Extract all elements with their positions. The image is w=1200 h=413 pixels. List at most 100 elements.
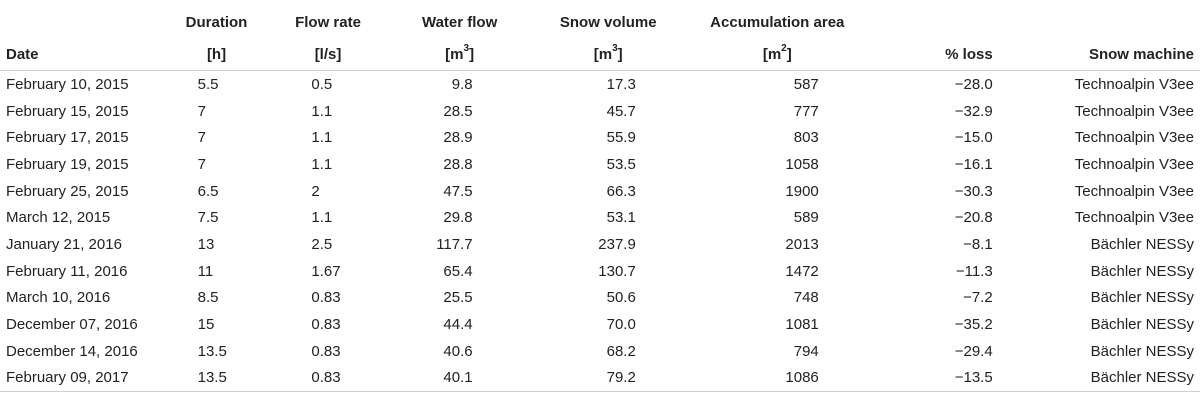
cell-loss: −13.5 — [866, 364, 1025, 393]
unit-base: [m — [445, 46, 464, 63]
cell-date: February 11, 2016 — [6, 262, 128, 280]
header-loss-spacer — [867, 10, 1025, 36]
table-row: February 25, 2015 6.5 2 47.5 66.3 1900 −30.3 Te… — [0, 178, 1200, 205]
cell-duration: 6.5 — [197, 182, 219, 200]
cell-accumulation-area: 587 — [793, 75, 819, 93]
cell-accumulation-area: 748 — [793, 289, 819, 307]
snow-production-table: Duration Flow rate Water flow Snow volum… — [0, 10, 1200, 393]
cell-loss: −8.1 — [963, 235, 993, 253]
cell-accumulation-area: 777 — [793, 102, 819, 120]
cell-snow-machine: Bächler NESSy — [1024, 364, 1200, 393]
header-snow-volume: Snow volume — [559, 14, 657, 31]
cell-flow-rate: 0.83 — [311, 342, 341, 360]
cell-duration: 11 — [197, 262, 214, 280]
cell-duration: 13.5 — [167, 364, 266, 393]
cell-snow-volume: 50.6 — [606, 289, 636, 307]
table-row: March 12, 2015 7.5 1.1 29.8 53.1 589 −20.8 Tech… — [0, 204, 1200, 231]
table-row: February 09, 2017 13.5 0.83 40.1 79.2 1086 −13… — [0, 364, 1200, 393]
table-row: March 10, 2016 8.5 0.83 25.5 50.6 748 −7.2 Bäch… — [0, 285, 1200, 312]
cell-flow-rate: 1.1 — [311, 129, 333, 147]
header-date: Date — [0, 36, 168, 71]
cell-snow-volume: 130.7 — [598, 262, 636, 280]
table-row: February 15, 2015 7 1.1 28.5 45.7 777 −32.9 Tec… — [0, 98, 1200, 125]
cell-loss: −15.0 — [954, 129, 993, 147]
cell-snow-volume: 53.1 — [606, 209, 636, 227]
unit-exponent: 3 — [463, 43, 470, 54]
unit-base: [m — [762, 46, 782, 63]
cell-water-flow: 28.9 — [443, 129, 473, 147]
cell-snow-machine: Bächler NESSy — [1090, 342, 1194, 360]
header-water-flow-unit: [m3] — [390, 36, 529, 71]
cell-accumulation-area: 589 — [793, 209, 819, 227]
cell-duration: 7 — [197, 102, 206, 120]
cell-snow-machine: Bächler NESSy — [1090, 316, 1194, 334]
header-accumulation-area-unit: [m2] — [687, 36, 867, 71]
header-loss: % loss — [866, 36, 1025, 71]
cell-flow-rate: 0.83 — [265, 364, 391, 393]
cell-loss: −35.2 — [954, 316, 993, 334]
cell-date: March 10, 2016 — [6, 289, 111, 307]
cell-snow-machine: Bächler NESSy — [1090, 235, 1194, 253]
cell-water-flow: 47.5 — [443, 182, 473, 200]
cell-snow-volume: 53.5 — [606, 155, 636, 173]
cell-duration: 13.5 — [197, 342, 227, 360]
unit-close: ] — [469, 46, 475, 63]
unit-exponent: 3 — [612, 43, 618, 54]
cell-flow-rate: 0.5 — [311, 75, 333, 93]
header-duration-unit: [h] — [167, 36, 266, 71]
cell-flow-rate: 1.67 — [311, 262, 341, 280]
cell-loss: −7.2 — [963, 289, 993, 307]
header-accumulation-area: Accumulation area — [710, 14, 845, 31]
cell-snow-machine: Bächler NESSy — [1090, 262, 1194, 280]
cell-flow-rate: 0.83 — [311, 316, 341, 334]
cell-accumulation-area: 1081 — [785, 316, 819, 334]
cell-snow-machine: Technoalpin V3ee — [1074, 209, 1194, 227]
table-row: February 19, 2015 7 1.1 28.8 53.5 1058 −16.1 Te… — [0, 151, 1200, 178]
cell-snow-volume: 237.9 — [598, 235, 636, 253]
cell-date: February 25, 2015 — [6, 182, 129, 200]
table-body: February 10, 2015 5.5 0.5 9.8 17.3 587 −28.0 Te… — [0, 71, 1200, 393]
table-row: December 14, 2016 13.5 0.83 40.6 68.2 794 −29.… — [0, 338, 1200, 365]
cell-accumulation-area: 794 — [793, 342, 819, 360]
cell-snow-volume: 70.0 — [606, 316, 636, 334]
cell-water-flow: 44.4 — [443, 316, 473, 334]
header-date-spacer — [0, 10, 168, 36]
cell-snow-machine: Technoalpin V3ee — [1074, 182, 1194, 200]
unit-exponent: 2 — [781, 43, 787, 54]
cell-loss: −16.1 — [954, 155, 993, 173]
header-duration: Duration — [185, 14, 248, 31]
cell-loss: −32.9 — [954, 102, 993, 120]
cell-snow-volume: 79.2 — [528, 364, 688, 393]
cell-duration: 13 — [197, 235, 215, 253]
cell-accumulation-area: 1086 — [687, 364, 867, 393]
cell-flow-rate: 2.5 — [311, 235, 333, 253]
cell-accumulation-area: 2013 — [785, 235, 819, 253]
cell-flow-rate: 1.1 — [311, 209, 333, 227]
header-water-flow: Water flow — [421, 14, 498, 31]
cell-snow-machine: Bächler NESSy — [1090, 289, 1194, 307]
cell-accumulation-area: 1058 — [785, 155, 819, 173]
cell-date: March 12, 2015 — [6, 209, 111, 227]
cell-water-flow: 28.8 — [443, 155, 473, 173]
cell-loss: −29.4 — [954, 342, 993, 360]
cell-snow-volume: 68.2 — [606, 342, 636, 360]
cell-water-flow: 40.1 — [390, 364, 529, 393]
cell-snow-volume: 17.3 — [606, 75, 636, 93]
cell-water-flow: 9.8 — [451, 75, 473, 93]
table-row: January 21, 2016 13 2.5 117.7 237.9 2013 −8.1 B… — [0, 231, 1200, 258]
cell-snow-machine: Technoalpin V3ee — [1074, 102, 1194, 120]
table-row: February 17, 2015 7 1.1 28.9 55.9 803 −15.0 Tec… — [0, 124, 1200, 151]
cell-date: February 19, 2015 — [6, 155, 129, 173]
cell-duration: 7.5 — [197, 209, 219, 227]
cell-accumulation-area: 1472 — [785, 262, 819, 280]
unit-close: ] — [617, 46, 623, 63]
cell-water-flow: 117.7 — [436, 235, 473, 253]
header-machine-spacer — [1025, 10, 1200, 36]
cell-date: February 09, 2017 — [0, 364, 168, 393]
table-row: February 11, 2016 11 1.67 65.4 130.7 1472 −11.… — [0, 258, 1200, 285]
cell-snow-machine: Technoalpin V3ee — [1074, 155, 1194, 173]
cell-duration: 7 — [197, 155, 206, 173]
cell-water-flow: 25.5 — [443, 289, 473, 307]
header-snow-machine: Snow machine — [1024, 36, 1200, 71]
